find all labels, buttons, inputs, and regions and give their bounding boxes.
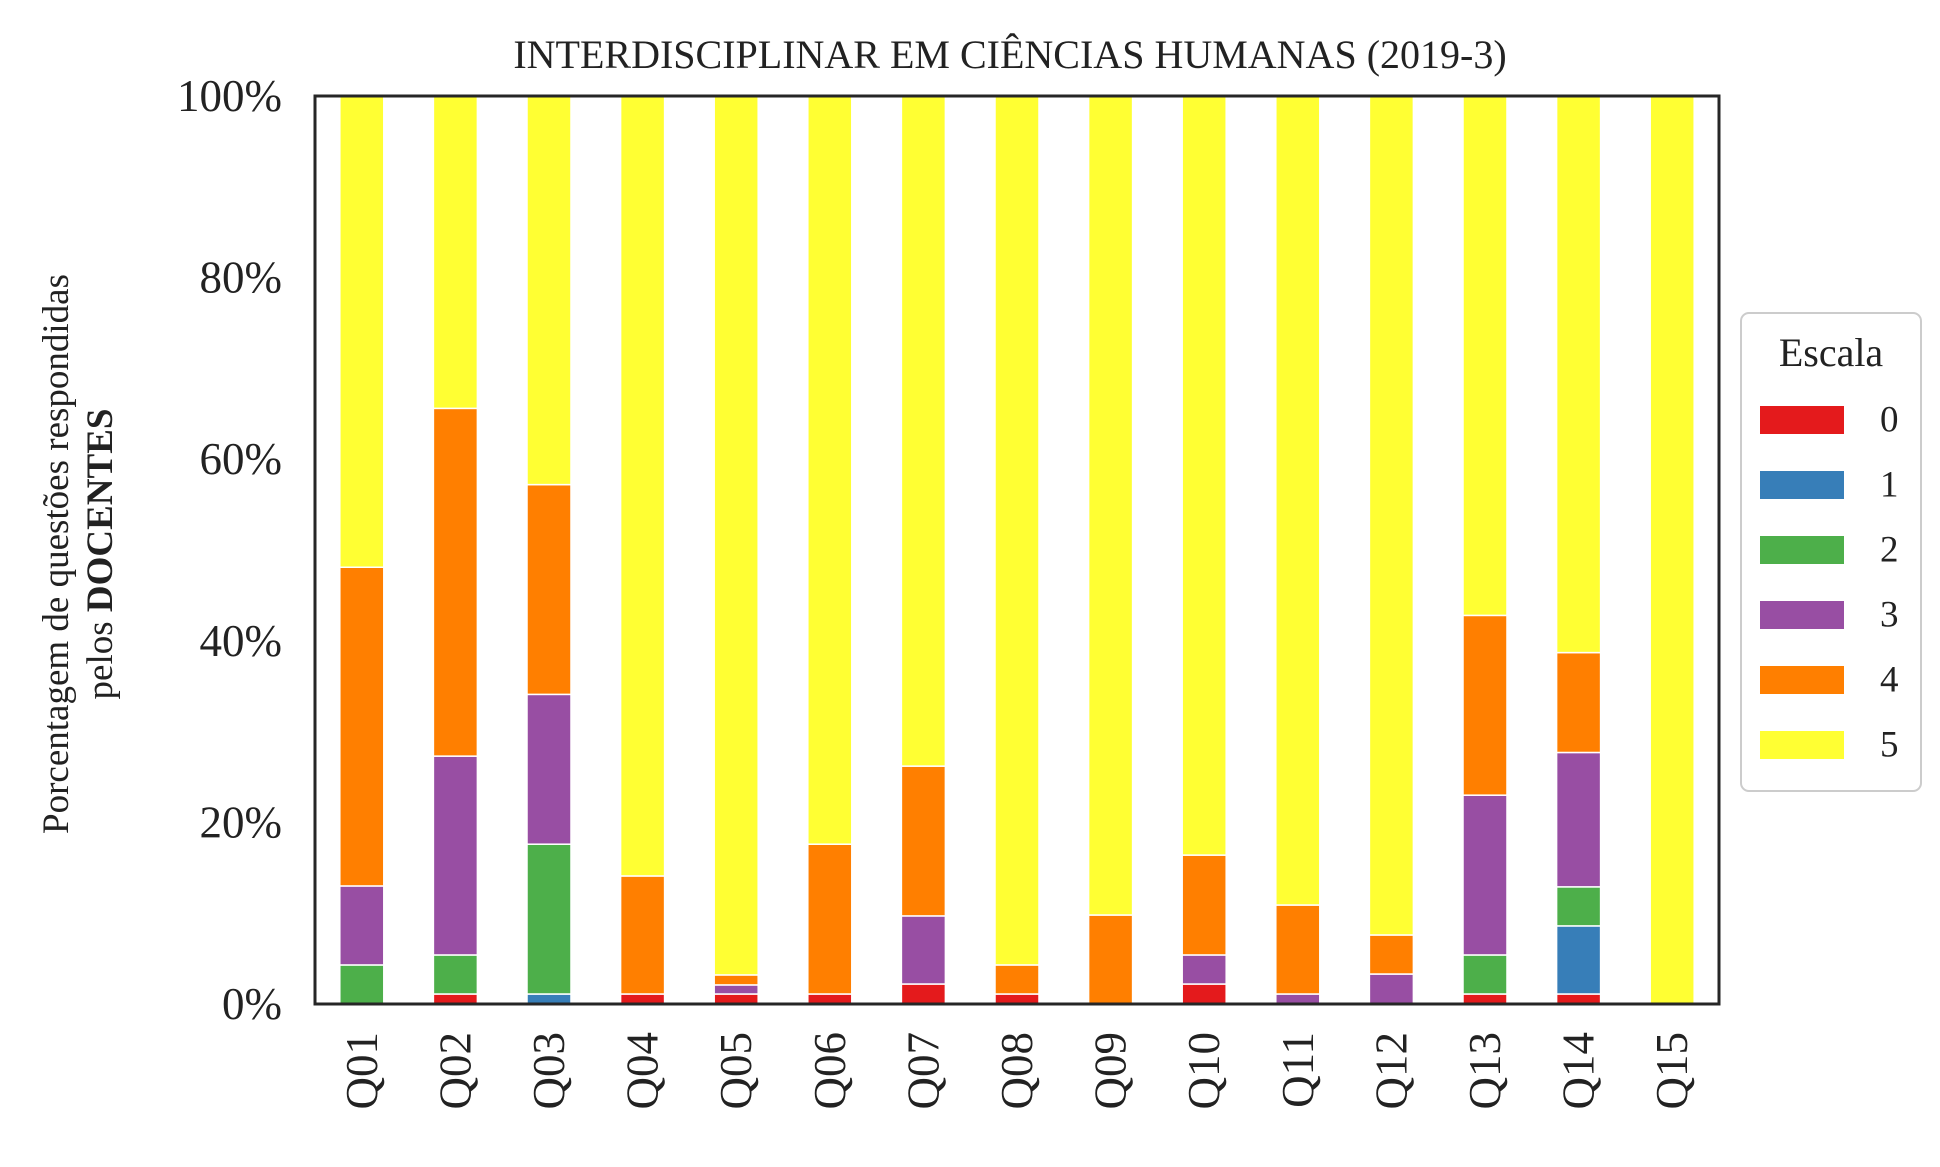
y-tick-label: 20% (200, 797, 283, 847)
bar-segment-q01-scale-2 (339, 964, 385, 1005)
bar-segment-q03-scale-4 (526, 483, 572, 696)
x-tick-label: Q06 (805, 1032, 855, 1110)
x-tick-label: Q08 (992, 1032, 1042, 1110)
bar-segment-q09-scale-4 (1087, 914, 1134, 1005)
x-tick-label: Q15 (1647, 1032, 1697, 1110)
x-tick-label: Q04 (618, 1032, 668, 1110)
legend-label-2: 2 (1880, 530, 1899, 571)
bar-segment-q11-scale-5 (1275, 95, 1321, 906)
bar-segment-q02-scale-3 (432, 755, 479, 956)
x-tick-label: Q12 (1366, 1032, 1416, 1110)
bar-segment-q14-scale-5 (1555, 95, 1602, 654)
bar-segment-q14-scale-4 (1555, 651, 1602, 754)
legend-swatch-2 (1760, 536, 1844, 564)
bar-segment-q04-scale-5 (619, 95, 666, 877)
bar-segment-q14-scale-3 (1555, 751, 1602, 888)
y-tick-label: 40% (200, 616, 283, 666)
legend-title: Escala (1779, 330, 1884, 375)
bar-segment-q12-scale-5 (1368, 95, 1415, 936)
bar-segment-q13-scale-3 (1462, 794, 1508, 956)
x-tick-label: Q02 (430, 1032, 480, 1110)
legend-label-3: 3 (1880, 595, 1899, 636)
y-axis-label: Porcentagem de questões respondidas pelo… (36, 274, 121, 834)
legend-swatch-3 (1760, 601, 1844, 629)
bar-segment-q08-scale-4 (994, 964, 1040, 995)
bar-segment-q01-scale-5 (339, 95, 385, 568)
bar-segment-q12-scale-4 (1368, 934, 1415, 975)
bar-segment-q03-scale-5 (526, 95, 572, 486)
x-tick-label: Q09 (1086, 1032, 1136, 1110)
bar-segment-q10-scale-0 (1181, 983, 1227, 1005)
legend-swatch-5 (1760, 731, 1844, 759)
bar-segment-q13-scale-2 (1462, 954, 1508, 995)
bar-segment-q13-scale-5 (1462, 95, 1508, 617)
y-axis-ticks: 0% 20% 40% 60% 80% 100% (177, 71, 282, 1029)
legend-swatch-1 (1760, 471, 1844, 499)
bar-segment-q07-scale-4 (900, 765, 947, 917)
x-tick-label: Q03 (524, 1032, 574, 1110)
legend-items: 0 1 2 3 4 5 (1760, 400, 1899, 766)
bar-segment-q07-scale-3 (900, 915, 947, 985)
x-tick-label: Q01 (337, 1032, 387, 1110)
bar-segment-q10-scale-5 (1181, 95, 1227, 856)
bar-segment-q04-scale-4 (619, 875, 666, 995)
x-tick-label: Q14 (1554, 1032, 1604, 1110)
bar-segment-q02-scale-4 (432, 407, 479, 757)
y-tick-label: 80% (200, 253, 283, 303)
x-tick-label: Q07 (898, 1032, 948, 1110)
bar-segment-q06-scale-5 (807, 95, 853, 845)
y-tick-label: 0% (222, 979, 282, 1029)
bar-segment-q05-scale-5 (713, 95, 759, 976)
bar-segment-q11-scale-4 (1275, 904, 1321, 995)
bar-segment-q13-scale-4 (1462, 614, 1508, 796)
legend-label-5: 5 (1880, 725, 1899, 766)
y-tick-label: 60% (200, 434, 283, 484)
y-axis-label-prefix: pelos (80, 612, 121, 699)
legend-swatch-4 (1760, 666, 1844, 694)
bar-segment-q03-scale-3 (526, 693, 572, 845)
bar-segment-q08-scale-5 (994, 95, 1040, 966)
legend: Escala 0 1 2 3 4 5 (1740, 312, 1922, 792)
x-tick-label: Q05 (711, 1032, 761, 1110)
bar-segment-q05-scale-4 (713, 974, 759, 986)
bar-segment-q10-scale-4 (1181, 854, 1227, 956)
chart-title: INTERDISCIPLINAR EM CIÊNCIAS HUMANAS (20… (513, 32, 1506, 77)
x-tick-label: Q10 (1179, 1032, 1229, 1110)
bar-segment-q14-scale-1 (1555, 925, 1602, 995)
bar-segment-q15-scale-5 (1649, 95, 1695, 1005)
y-tick-label: 100% (177, 71, 282, 121)
bar-segment-q09-scale-5 (1087, 95, 1134, 916)
y-axis-label-line2: pelos DOCENTES (80, 409, 121, 700)
legend-label-1: 1 (1880, 465, 1899, 506)
legend-swatch-0 (1760, 406, 1844, 434)
bar-segment-q02-scale-2 (432, 954, 479, 995)
plot-frame (313, 94, 1721, 1006)
x-axis-ticks: Q01 Q02 Q03 Q04 Q05 Q06 Q07 Q08 Q09 Q10 Q11 Q12 Q13 Q… (337, 1032, 1697, 1110)
y-axis-label-bold: DOCENTES (80, 409, 121, 613)
bar-segment-q07-scale-5 (900, 95, 947, 767)
bar-segment-q05-scale-3 (713, 984, 759, 995)
bar-segment-q14-scale-2 (1555, 886, 1602, 927)
legend-label-0: 0 (1880, 400, 1899, 441)
legend-label-4: 4 (1880, 660, 1899, 701)
bar-segment-q01-scale-3 (339, 885, 385, 966)
bar-segment-q02-scale-5 (432, 95, 479, 410)
bar-segment-q12-scale-3 (1368, 973, 1415, 1005)
x-tick-label: Q11 (1273, 1032, 1323, 1108)
bar-segment-q01-scale-4 (339, 566, 385, 887)
bar-segment-q07-scale-0 (900, 983, 947, 1005)
y-axis-label-line1: Porcentagem de questões respondidas (36, 274, 77, 834)
x-tick-label: Q13 (1460, 1032, 1510, 1110)
bars-layer (339, 95, 1695, 1005)
bar-segment-q03-scale-2 (526, 843, 572, 995)
bar-segment-q10-scale-3 (1181, 954, 1227, 985)
bar-segment-q06-scale-4 (807, 843, 853, 995)
